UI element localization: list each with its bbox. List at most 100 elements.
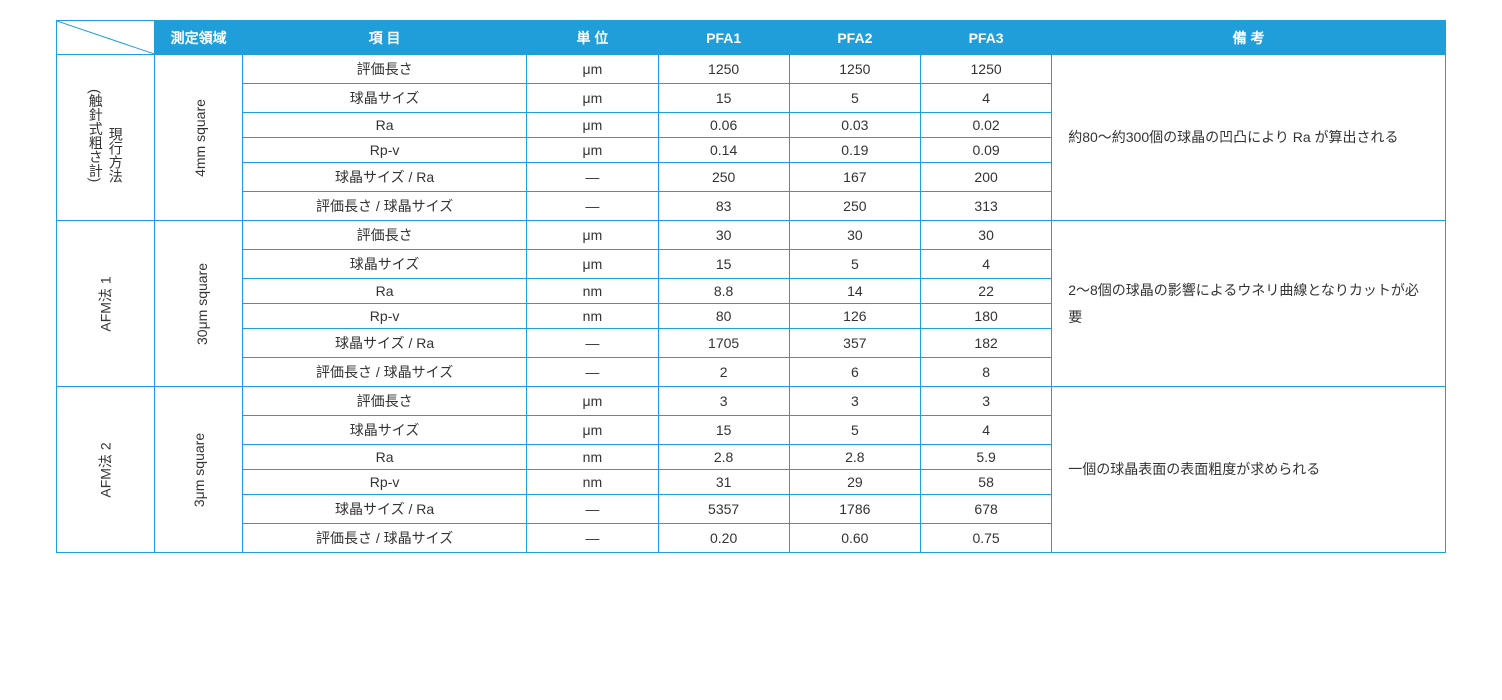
item-cell: 評価長さ / 球晶サイズ: [242, 192, 526, 221]
unit-cell: nm: [527, 445, 658, 470]
area-cell: 30μm square: [155, 221, 242, 387]
pfa2-cell: 250: [789, 192, 920, 221]
pfa2-cell: 29: [789, 470, 920, 495]
area-cell: 3μm square: [155, 387, 242, 553]
item-cell: 球晶サイズ / Ra: [242, 163, 526, 192]
remark-cell: 2～8個の球晶の影響によるウネリ曲線となりカットが必要: [1052, 221, 1446, 387]
pfa3-cell: 58: [920, 470, 1051, 495]
pfa3-cell: 678: [920, 495, 1051, 524]
header-area: 測定領域: [155, 21, 242, 55]
item-cell: Rp-v: [242, 470, 526, 495]
unit-cell: nm: [527, 470, 658, 495]
item-cell: 球晶サイズ / Ra: [242, 495, 526, 524]
pfa1-cell: 31: [658, 470, 789, 495]
unit-cell: ―: [527, 524, 658, 553]
header-pfa3: PFA3: [920, 21, 1051, 55]
item-cell: 球晶サイズ: [242, 416, 526, 445]
pfa1-cell: 250: [658, 163, 789, 192]
pfa2-cell: 357: [789, 329, 920, 358]
item-cell: 球晶サイズ / Ra: [242, 329, 526, 358]
unit-cell: μm: [527, 138, 658, 163]
pfa2-cell: 3: [789, 387, 920, 416]
item-cell: Rp-v: [242, 138, 526, 163]
pfa3-cell: 22: [920, 279, 1051, 304]
unit-cell: μm: [527, 416, 658, 445]
remark-cell: 一個の球晶表面の表面粗度が求められる: [1052, 387, 1446, 553]
pfa1-cell: 80: [658, 304, 789, 329]
unit-cell: ―: [527, 329, 658, 358]
pfa3-cell: 0.75: [920, 524, 1051, 553]
pfa2-cell: 5: [789, 250, 920, 279]
item-cell: Ra: [242, 113, 526, 138]
measurement-table: 測定領域 項 目 単 位 PFA1 PFA2 PFA3 備 考 (触針式粗さ計)…: [56, 20, 1446, 553]
area-cell: 4mm square: [155, 55, 242, 221]
pfa2-cell: 5: [789, 416, 920, 445]
pfa2-cell: 2.8: [789, 445, 920, 470]
item-cell: Ra: [242, 279, 526, 304]
pfa3-cell: 30: [920, 221, 1051, 250]
unit-cell: μm: [527, 113, 658, 138]
pfa2-cell: 126: [789, 304, 920, 329]
pfa1-cell: 30: [658, 221, 789, 250]
unit-cell: ―: [527, 358, 658, 387]
item-cell: Ra: [242, 445, 526, 470]
header-pfa1: PFA1: [658, 21, 789, 55]
pfa3-cell: 3: [920, 387, 1051, 416]
unit-cell: ―: [527, 495, 658, 524]
pfa1-cell: 0.20: [658, 524, 789, 553]
pfa1-cell: 0.14: [658, 138, 789, 163]
item-cell: Rp-v: [242, 304, 526, 329]
method-cell: AFM法 1: [57, 221, 155, 387]
pfa1-cell: 2.8: [658, 445, 789, 470]
table-row: AFM法 130μm square評価長さμm3030302～8個の球晶の影響に…: [57, 221, 1446, 250]
header-remark: 備 考: [1052, 21, 1446, 55]
unit-cell: nm: [527, 279, 658, 304]
pfa2-cell: 0.60: [789, 524, 920, 553]
pfa2-cell: 30: [789, 221, 920, 250]
unit-cell: ―: [527, 163, 658, 192]
unit-cell: μm: [527, 250, 658, 279]
item-cell: 球晶サイズ: [242, 84, 526, 113]
pfa1-cell: 5357: [658, 495, 789, 524]
header-unit: 単 位: [527, 21, 658, 55]
pfa1-cell: 83: [658, 192, 789, 221]
pfa3-cell: 4: [920, 416, 1051, 445]
unit-cell: μm: [527, 221, 658, 250]
pfa1-cell: 15: [658, 416, 789, 445]
pfa3-cell: 313: [920, 192, 1051, 221]
table-row: AFM法 23μm square評価長さμm333一個の球晶表面の表面粗度が求め…: [57, 387, 1446, 416]
pfa3-cell: 200: [920, 163, 1051, 192]
pfa2-cell: 5: [789, 84, 920, 113]
pfa3-cell: 4: [920, 250, 1051, 279]
item-cell: 評価長さ: [242, 387, 526, 416]
unit-cell: μm: [527, 55, 658, 84]
pfa3-cell: 5.9: [920, 445, 1051, 470]
method-cell: (触針式粗さ計)現行方法: [57, 55, 155, 221]
header-item: 項 目: [242, 21, 526, 55]
item-cell: 評価長さ: [242, 55, 526, 84]
item-cell: 評価長さ / 球晶サイズ: [242, 524, 526, 553]
pfa1-cell: 15: [658, 250, 789, 279]
pfa3-cell: 180: [920, 304, 1051, 329]
pfa1-cell: 1705: [658, 329, 789, 358]
pfa1-cell: 8.8: [658, 279, 789, 304]
pfa3-cell: 0.02: [920, 113, 1051, 138]
pfa3-cell: 182: [920, 329, 1051, 358]
header-diag-cell: [57, 21, 155, 55]
remark-cell: 約80～約300個の球晶の凹凸により Ra が算出される: [1052, 55, 1446, 221]
pfa2-cell: 1786: [789, 495, 920, 524]
pfa1-cell: 15: [658, 84, 789, 113]
pfa2-cell: 0.19: [789, 138, 920, 163]
header-pfa2: PFA2: [789, 21, 920, 55]
table-row: (触針式粗さ計)現行方法4mm square評価長さμm125012501250…: [57, 55, 1446, 84]
pfa2-cell: 1250: [789, 55, 920, 84]
pfa1-cell: 2: [658, 358, 789, 387]
pfa1-cell: 3: [658, 387, 789, 416]
unit-cell: μm: [527, 387, 658, 416]
pfa2-cell: 0.03: [789, 113, 920, 138]
item-cell: 評価長さ / 球晶サイズ: [242, 358, 526, 387]
pfa1-cell: 1250: [658, 55, 789, 84]
pfa3-cell: 0.09: [920, 138, 1051, 163]
item-cell: 球晶サイズ: [242, 250, 526, 279]
pfa2-cell: 167: [789, 163, 920, 192]
